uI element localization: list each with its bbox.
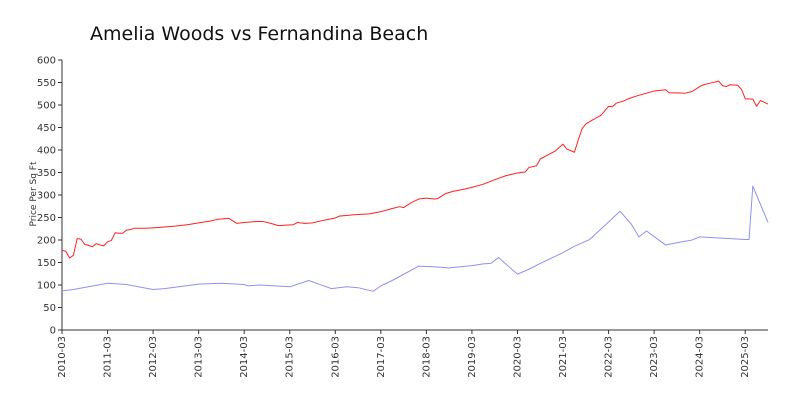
x-tick-label: 2019-03 xyxy=(467,336,478,378)
y-tick-label: 450 xyxy=(37,123,56,134)
x-axis-ticks: 2010-03 2011-03 2012-03 2013-03 2014-03 2015-… xyxy=(57,330,751,378)
x-tick-label: 2021-03 xyxy=(558,336,569,378)
x-tick-label: 2014-03 xyxy=(239,336,250,378)
series-line-1 xyxy=(61,80,769,259)
y-tick-label: 100 xyxy=(37,281,56,292)
y-tick-label: 550 xyxy=(37,78,56,89)
x-tick-label: 2010-03 xyxy=(57,336,68,378)
x-tick-label: 2015-03 xyxy=(285,336,296,378)
x-tick-label: 2022-03 xyxy=(604,336,615,378)
x-tick-label: 2013-03 xyxy=(194,336,205,378)
y-axis-label: Price Per Sq Ft xyxy=(29,161,39,226)
x-tick-label: 2020-03 xyxy=(512,336,523,378)
x-tick-label: 2024-03 xyxy=(695,336,706,378)
x-tick-label: 2018-03 xyxy=(421,336,432,378)
y-tick-label: 350 xyxy=(37,168,56,179)
y-tick-label: 300 xyxy=(37,191,56,202)
y-tick-label: 50 xyxy=(43,303,56,314)
y-tick-label: 250 xyxy=(37,213,56,224)
y-tick-label: 0 xyxy=(50,326,56,337)
x-tick-label: 2017-03 xyxy=(376,336,387,378)
chart-title: Amelia Woods vs Fernandina Beach xyxy=(90,23,428,45)
x-tick-label: 2011-03 xyxy=(103,336,114,378)
y-axis-ticks: 0 50 100 150 200 250 300 350 400 450 500 550 600 xyxy=(37,56,62,337)
y-tick-label: 400 xyxy=(37,146,56,157)
series-layer xyxy=(61,80,769,292)
series-line-2 xyxy=(61,185,769,292)
x-tick-label: 2016-03 xyxy=(330,336,341,378)
x-tick-label: 2023-03 xyxy=(649,336,660,378)
x-tick-label: 2012-03 xyxy=(148,336,159,378)
x-tick-label: 2025-03 xyxy=(740,336,751,378)
y-tick-label: 150 xyxy=(37,258,56,269)
y-tick-label: 600 xyxy=(37,56,56,67)
y-tick-label: 200 xyxy=(37,236,56,247)
y-tick-label: 500 xyxy=(37,101,56,112)
